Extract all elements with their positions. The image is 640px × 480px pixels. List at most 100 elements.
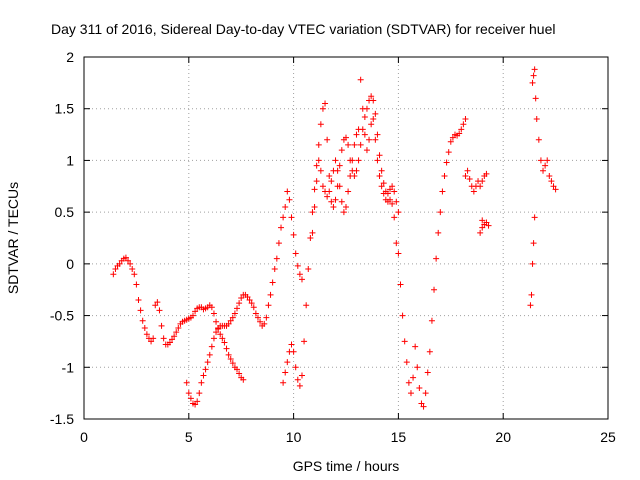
data-point (359, 105, 366, 112)
data-point (336, 162, 343, 169)
data-point (324, 193, 331, 200)
data-point (437, 209, 444, 216)
data-point (185, 390, 192, 397)
data-point (292, 250, 299, 257)
data-point (210, 310, 217, 317)
data-point (395, 209, 402, 216)
data-point (129, 266, 136, 273)
data-point (290, 231, 297, 238)
x-tick-label: 0 (80, 429, 88, 445)
data-point (319, 105, 326, 112)
data-point (189, 312, 196, 319)
x-tick-label: 15 (391, 429, 407, 445)
chart-title: Day 311 of 2016, Sidereal Day-to-day VTE… (51, 21, 555, 37)
data-point (540, 167, 547, 174)
data-point (372, 110, 379, 117)
data-point (248, 300, 255, 307)
data-point (227, 317, 234, 324)
data-point (357, 141, 364, 148)
data-point (307, 235, 314, 241)
grid-lines (84, 57, 608, 419)
data-point (290, 348, 297, 355)
data-point (298, 276, 305, 283)
data-point (355, 126, 362, 133)
data-point (391, 188, 398, 195)
data-point (282, 369, 289, 376)
data-point (477, 229, 484, 236)
data-point (372, 136, 379, 143)
x-tick-label: 10 (286, 429, 302, 445)
data-point (198, 379, 205, 386)
data-point (210, 335, 217, 342)
data-point (131, 271, 138, 278)
data-point (169, 336, 176, 343)
data-point (395, 250, 402, 257)
data-point (326, 172, 333, 179)
data-point (238, 294, 245, 301)
data-point (470, 188, 477, 195)
data-point (112, 266, 119, 273)
data-point (529, 260, 536, 267)
data-point (416, 384, 423, 391)
data-point (208, 304, 215, 311)
data-point (322, 100, 329, 107)
data-point (175, 324, 182, 331)
data-point (288, 341, 295, 348)
data-point (353, 167, 360, 174)
data-point (269, 279, 276, 286)
data-point (135, 297, 142, 304)
data-point (234, 305, 241, 312)
data-point (158, 322, 165, 329)
y-tick-label: -1.5 (50, 411, 74, 427)
data-point (311, 186, 318, 193)
data-point (357, 76, 364, 83)
data-point (317, 167, 324, 174)
data-point (275, 240, 282, 247)
data-point (305, 266, 312, 273)
data-point (110, 271, 117, 278)
data-point (370, 116, 377, 123)
data-point (294, 262, 301, 269)
data-point (280, 214, 287, 221)
data-point (127, 260, 134, 267)
x-tick-label: 5 (185, 429, 193, 445)
data-point (397, 281, 404, 288)
data-point (143, 331, 150, 338)
data-point (483, 170, 490, 177)
data-point (546, 172, 553, 179)
x-tick-labels: 0 5 10 15 20 25 (80, 429, 616, 445)
data-point (340, 209, 347, 216)
data-point (376, 152, 383, 159)
data-point (206, 351, 213, 358)
data-point (363, 147, 370, 154)
data-point (345, 141, 352, 148)
data-point (410, 374, 417, 381)
data-point (456, 130, 463, 137)
plot-frame (83, 56, 609, 420)
data-point (530, 240, 537, 247)
data-point (139, 317, 146, 324)
data-point (439, 188, 446, 195)
data-point (529, 79, 536, 86)
data-point (387, 196, 394, 203)
data-point (418, 400, 425, 407)
data-point (202, 366, 209, 373)
data-point (347, 172, 354, 179)
y-tick-label: 2 (66, 49, 74, 65)
data-point (171, 333, 178, 340)
y-tick-label: 1 (66, 152, 74, 168)
data-point (447, 138, 454, 145)
data-point (273, 255, 280, 262)
data-point (261, 320, 268, 327)
y-axis-label: SDTVAR / TECUs (5, 182, 21, 294)
data-point (380, 190, 387, 197)
data-point (401, 338, 408, 345)
data-point (196, 390, 203, 397)
data-point (317, 121, 324, 128)
data-point (389, 200, 396, 207)
data-point (393, 198, 400, 205)
data-point (309, 229, 316, 236)
data-point (313, 178, 320, 185)
data-point (531, 214, 538, 221)
